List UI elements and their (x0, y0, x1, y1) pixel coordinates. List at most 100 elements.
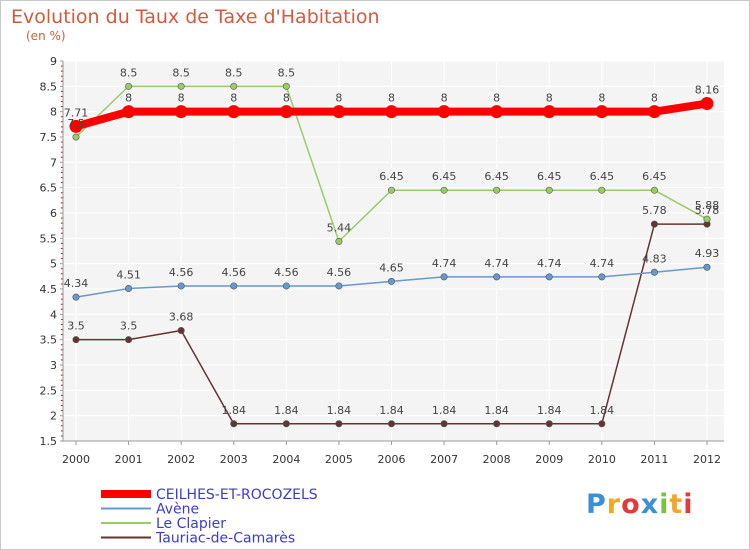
data-label: 3.5 (120, 320, 138, 333)
data-point (437, 105, 451, 119)
legend-label-1: Avène (156, 502, 199, 518)
data-label: 5.88 (695, 199, 720, 212)
y-tick-label: 3.5 (40, 334, 58, 347)
data-point (282, 82, 290, 90)
data-label: 8 (546, 92, 553, 105)
data-label: 1.84 (537, 404, 562, 417)
data-point (650, 186, 658, 194)
y-tick-label: 6 (50, 207, 57, 220)
x-tick-label: 2011 (640, 453, 668, 466)
data-label: 4.93 (695, 247, 720, 260)
y-tick-label: 5.5 (40, 232, 58, 245)
data-label: 8 (598, 92, 605, 105)
data-point (125, 336, 133, 344)
y-tick-label: 1.5 (40, 435, 58, 448)
data-point (387, 186, 395, 194)
data-point (69, 119, 83, 133)
x-tick-label: 2005 (325, 453, 353, 466)
data-point (385, 105, 398, 119)
data-label: 4.83 (642, 252, 667, 265)
data-point (440, 420, 448, 428)
y-tick-label: 5 (50, 258, 57, 271)
data-label: 1.84 (432, 404, 457, 417)
data-point (72, 336, 80, 344)
legend-label-2: Le Clapier (156, 516, 226, 532)
x-tick-label: 2006 (378, 453, 406, 466)
data-label: 8 (493, 92, 500, 105)
data-point (387, 277, 395, 285)
data-point (598, 186, 606, 194)
data-point (387, 420, 395, 428)
data-label: 6.45 (537, 170, 562, 183)
data-label: 4.56 (327, 266, 352, 279)
proxiti-logo: Proxiti (586, 489, 694, 520)
data-label: 8 (441, 92, 448, 105)
logo-letter: r (606, 489, 622, 520)
data-point (650, 268, 658, 276)
data-point (177, 82, 185, 90)
data-label: 1.84 (327, 404, 352, 417)
data-label: 6.45 (432, 170, 457, 183)
data-label: 8.5 (172, 66, 190, 79)
logo-letter: t (669, 489, 684, 520)
logo-letter: P (586, 489, 607, 520)
data-label: 8.5 (225, 66, 243, 79)
data-point (647, 105, 661, 119)
data-label: 1.84 (222, 404, 247, 417)
data-point (542, 105, 556, 119)
data-label: 4.34 (64, 277, 89, 290)
data-point (598, 273, 606, 281)
logo-letter: i (683, 489, 694, 520)
x-tick-label: 2012 (693, 453, 721, 466)
data-label: 6.45 (590, 170, 615, 183)
data-label: 4.56 (169, 266, 194, 279)
data-point (227, 105, 241, 119)
data-point (700, 97, 714, 111)
data-label: 1.84 (274, 404, 299, 417)
data-label: 1.84 (379, 404, 404, 417)
data-label: 6.45 (484, 170, 509, 183)
data-label: 8.5 (120, 66, 138, 79)
data-label: 4.56 (222, 266, 247, 279)
logo-letter: x (640, 489, 660, 520)
data-label: 8 (388, 92, 395, 105)
data-point (279, 105, 293, 119)
legend-label-0: CEILHES-ET-ROCOZELS (156, 487, 318, 503)
data-point (72, 293, 80, 301)
data-point (177, 327, 185, 335)
data-point (230, 282, 238, 290)
x-tick-label: 2002 (167, 453, 195, 466)
x-tick-label: 2009 (535, 453, 563, 466)
y-tick-label: 9 (50, 55, 57, 68)
data-point (598, 420, 606, 428)
data-point (440, 273, 448, 281)
x-tick-label: 2010 (588, 453, 616, 466)
data-label: 4.74 (537, 257, 562, 270)
data-point (335, 282, 343, 290)
y-tick-label: 7 (50, 156, 57, 169)
data-label: 7.71 (64, 106, 89, 119)
data-point (282, 282, 290, 290)
x-tick-label: 2001 (115, 453, 143, 466)
data-label: 6.45 (379, 170, 404, 183)
data-point (282, 420, 290, 428)
x-tick-label: 2008 (483, 453, 511, 466)
data-label: 3.5 (67, 320, 85, 333)
data-point (230, 420, 238, 428)
data-label: 5.78 (695, 204, 720, 217)
data-point (545, 186, 553, 194)
data-point (650, 220, 658, 228)
y-tick-label: 8.5 (40, 80, 58, 93)
data-point (545, 273, 553, 281)
data-label: 8 (335, 92, 342, 105)
logo-letter: o (621, 489, 641, 520)
data-point (493, 186, 501, 194)
data-label: 8 (230, 92, 237, 105)
data-label: 6.45 (642, 170, 667, 183)
data-label: 3.68 (169, 311, 194, 324)
data-label: 1.84 (590, 404, 615, 417)
x-tick-label: 2004 (272, 453, 300, 466)
data-point (335, 420, 343, 428)
data-point (332, 105, 346, 119)
